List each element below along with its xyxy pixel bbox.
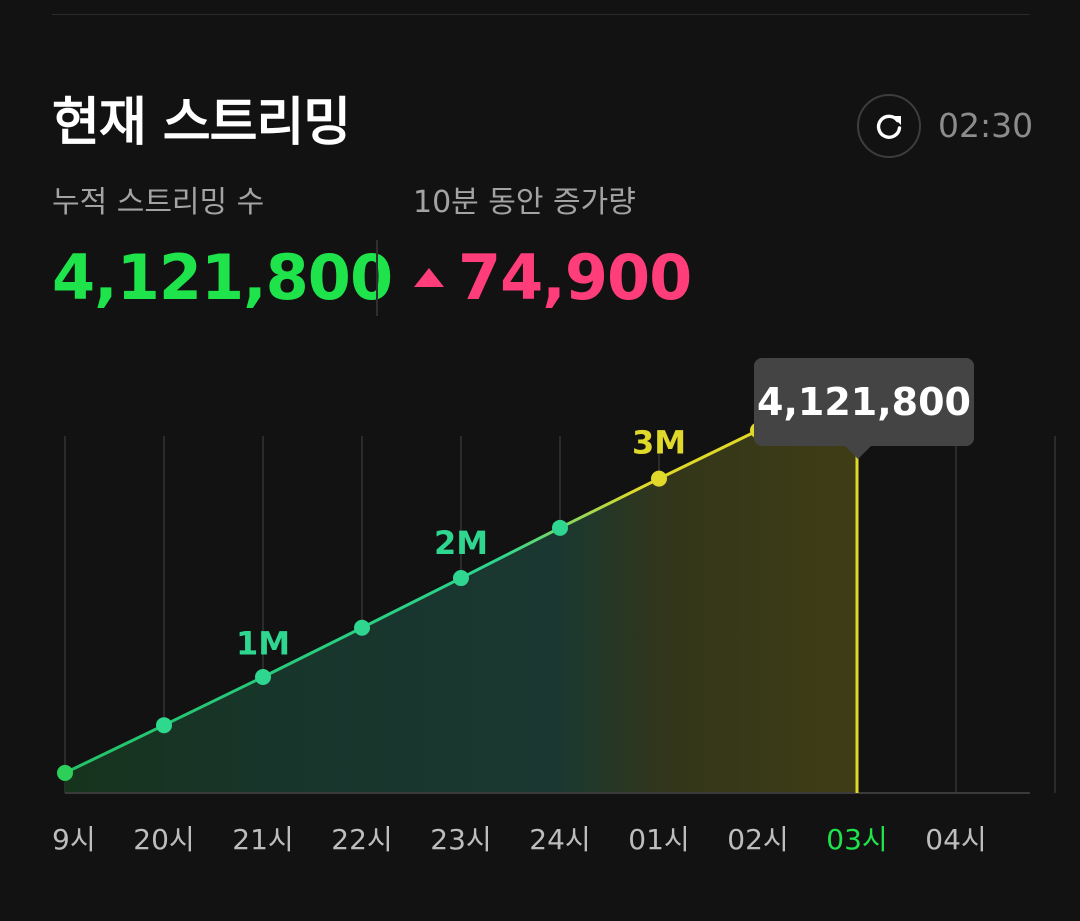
x-tick-label-active: 03시: [826, 823, 887, 856]
milestone-label: 3M: [632, 424, 686, 462]
x-tick-label: 21시: [232, 823, 293, 856]
tooltip-pointer: [845, 446, 871, 459]
streaming-chart[interactable]: 1M 2M 3M 9시 20시 21시 22시 23시 24시 01시 02시 03시 04시: [0, 340, 1080, 921]
x-tick-label: 01시: [628, 823, 689, 856]
refresh-button[interactable]: [857, 94, 921, 158]
increase-value: 74,900: [458, 241, 692, 314]
x-tick-label: 04시: [925, 823, 986, 856]
x-tick-label: 02시: [727, 823, 788, 856]
update-time: 02:30: [938, 106, 1034, 145]
data-point: [156, 717, 172, 734]
data-point: [255, 668, 271, 685]
data-point: [651, 470, 667, 487]
total-streams-value: 4,121,800: [52, 241, 393, 314]
top-divider: [52, 14, 1030, 15]
data-point: [552, 519, 568, 536]
x-tick-label: 22시: [331, 823, 392, 856]
x-tick-label: 24시: [529, 823, 590, 856]
data-point: [57, 764, 73, 781]
total-streams-label: 누적 스트리밍 수: [52, 185, 265, 220]
chart-tooltip: 4,121,800: [754, 358, 974, 446]
increase-label: 10분 동안 증가량: [413, 185, 636, 220]
stats-divider: [376, 240, 378, 316]
milestone-label: 1M: [236, 625, 290, 663]
page-title: 현재 스트리밍: [52, 93, 351, 153]
x-tick-label: 9시: [52, 823, 96, 856]
up-arrow-icon: [414, 268, 444, 287]
data-point: [453, 570, 469, 587]
milestone-label: 2M: [434, 524, 488, 562]
refresh-icon: [876, 114, 902, 139]
x-tick-label: 20시: [133, 823, 194, 856]
data-point: [354, 619, 370, 636]
x-tick-label: 23시: [430, 823, 491, 856]
